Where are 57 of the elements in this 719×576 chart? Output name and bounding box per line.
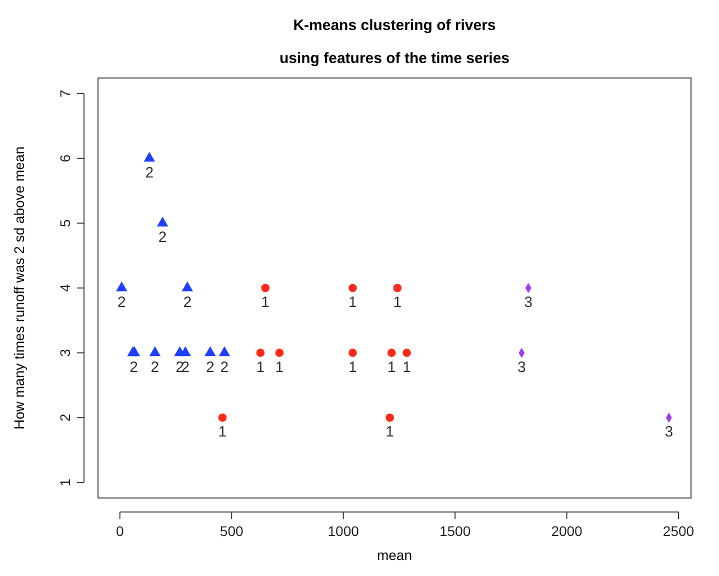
x-tick-label: 500 [220, 523, 244, 539]
annotation: 1 [387, 358, 396, 376]
y-tick-label: 4 [57, 284, 73, 292]
annotation: 2 [150, 358, 160, 376]
point [386, 413, 394, 422]
annotation: 3 [664, 424, 674, 441]
y-tick-label: 3 [57, 348, 73, 357]
x-axis-title: mean [376, 547, 412, 563]
annotation: 1 [261, 294, 270, 311]
annotation: 2 [145, 164, 154, 182]
x-tick-label: 1500 [439, 523, 471, 539]
point [275, 348, 284, 357]
annotation: 2 [220, 358, 229, 376]
x-tick-label: 2500 [662, 523, 694, 539]
point [218, 413, 227, 422]
annotation: 2 [118, 294, 126, 311]
annotation: 3 [517, 358, 526, 376]
y-tick-label: 1 [57, 478, 73, 486]
annotation: 2 [206, 358, 214, 376]
annotation: 1 [402, 358, 411, 376]
annotation: 1 [348, 358, 357, 376]
x-tick-label: 0 [116, 523, 124, 539]
annotation: 1 [348, 294, 357, 311]
y-tick-label: 6 [57, 154, 73, 162]
y-axis-title: How many times runoff was 2 sd above mean [11, 146, 27, 430]
x-tick-label: 1000 [328, 523, 360, 539]
annotation: 1 [386, 424, 394, 441]
annotation: 2 [158, 229, 167, 246]
annotation: 1 [218, 424, 227, 441]
point [256, 348, 265, 357]
annotation: 1 [393, 294, 402, 311]
y-tick-label: 5 [57, 219, 73, 228]
point [180, 346, 191, 356]
point [387, 348, 396, 357]
point [393, 284, 402, 292]
point [182, 281, 194, 292]
annotation: 1 [256, 358, 265, 376]
point [149, 346, 161, 356]
chart-title: K-means clustering of rivers [293, 17, 496, 34]
chart-subtitle: using features of the time series [279, 50, 510, 67]
point [348, 284, 357, 292]
point [261, 284, 270, 292]
point [116, 281, 128, 292]
point [156, 216, 168, 226]
point [348, 348, 357, 357]
point [144, 152, 156, 162]
point [204, 346, 216, 356]
y-tick-label: 7 [57, 89, 73, 98]
annotation: 3 [524, 294, 533, 311]
x-tick-label: 2000 [551, 523, 583, 539]
annotation: 1 [275, 358, 284, 376]
annotation: 2 [183, 294, 192, 311]
point [218, 346, 230, 356]
annotation: 2 [176, 358, 184, 376]
annotation: 2 [130, 358, 138, 376]
y-tick-label: 2 [57, 414, 73, 422]
point [402, 348, 411, 357]
